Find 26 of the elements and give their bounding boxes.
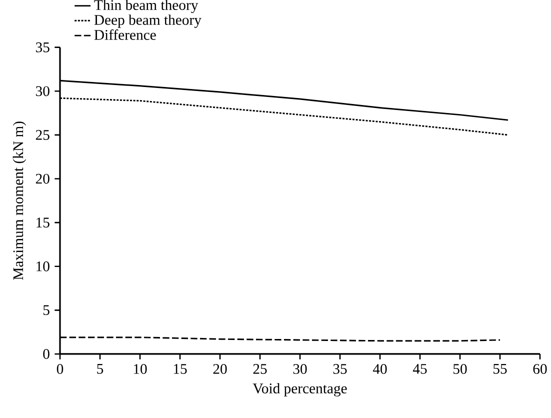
y-axis-title: Maximum moment (kN m) (12, 122, 26, 280)
x-tick-label: 10 (134, 364, 147, 374)
y-tick-label: 20 (36, 174, 50, 184)
x-tick-label: 60 (533, 364, 547, 374)
x-tick-label: 25 (253, 364, 267, 374)
x-tick-label: 45 (412, 364, 427, 374)
x-tick-label: 50 (454, 364, 467, 374)
x-tick-label: 0 (56, 364, 64, 374)
y-tick-label: 10 (36, 261, 50, 272)
x-tick-label: 5 (97, 364, 104, 374)
x-tick-label: 35 (333, 364, 347, 374)
legend-label: Difference (94, 29, 156, 40)
x-tick-label: 55 (494, 364, 507, 374)
x-tick-label: 15 (174, 364, 187, 374)
y-tick-label: 5 (43, 305, 50, 316)
y-tick-label: 15 (36, 218, 50, 228)
y-tick-label: 0 (43, 349, 50, 359)
y-tick-label: 30 (36, 86, 50, 96)
x-tick-label: 30 (293, 364, 307, 374)
legend-label: Deep beam theory (94, 14, 202, 28)
legend-label: Thin beam theory (94, 0, 198, 14)
x-tick-label: 40 (372, 364, 387, 374)
x-axis-title: Void percentage (252, 383, 347, 396)
x-tick-label: 20 (213, 364, 227, 374)
y-tick-label: 25 (36, 130, 50, 140)
y-tick-label: 35 (36, 42, 50, 52)
